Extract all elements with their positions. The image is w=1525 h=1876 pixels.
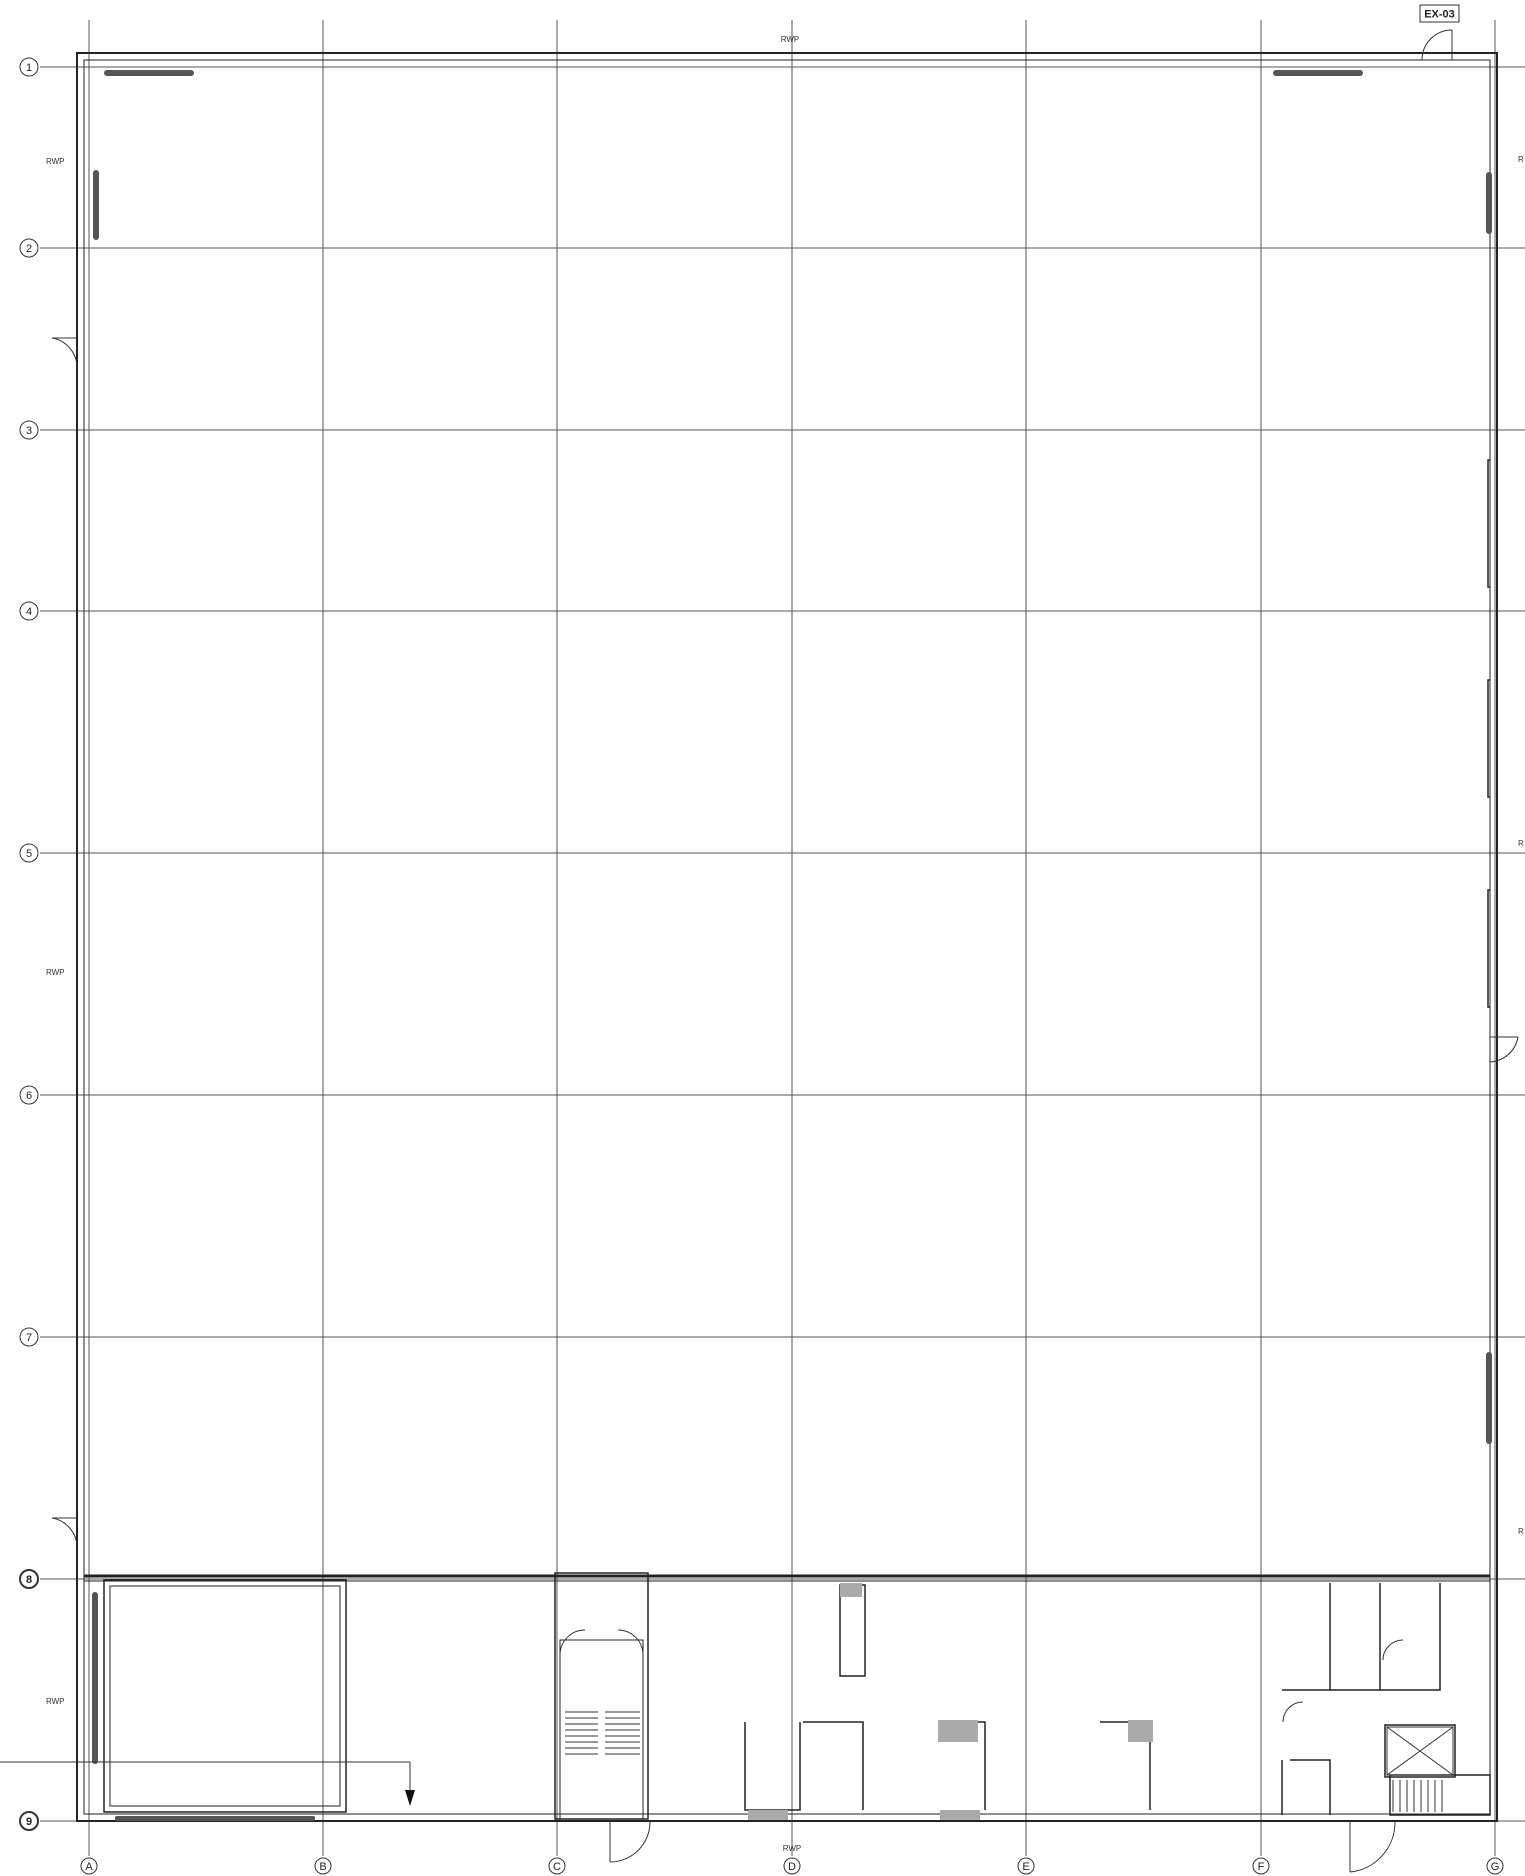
grid-label-row-8: 8	[26, 1574, 32, 1586]
grid-bubble-row-3	[19, 420, 39, 440]
grid-label-col-B: B	[319, 1861, 326, 1873]
grid-bubble-row-2	[19, 238, 39, 258]
rwp-label-right-2: R	[1518, 839, 1524, 848]
grid-markers: 1 2 3 4 5 6 7 8 9 A B C D E F G	[19, 57, 1504, 1875]
rwp-label-left-1: RWP	[46, 157, 65, 166]
grid-label-col-E: E	[1022, 1861, 1029, 1873]
rwp-label-top: RWP	[781, 35, 800, 44]
grid-lines	[40, 20, 1525, 1856]
grid-bubble-row-1	[19, 57, 39, 77]
grid-bubble-col-B	[314, 1857, 332, 1875]
rwp-label-left-3: RWP	[46, 1697, 65, 1706]
grid-bubble-row-9	[19, 1811, 39, 1831]
grid-label-col-A: A	[85, 1861, 93, 1873]
grid-label-row-7: 7	[26, 1332, 32, 1344]
grid-label-row-4: 4	[26, 606, 32, 618]
rwp-label-right-3: R	[1518, 1527, 1524, 1536]
grid-label-row-1: 1	[26, 62, 32, 74]
sheet-tag: EX-03	[1424, 9, 1455, 21]
grid-bubble-row-7	[19, 1327, 39, 1347]
grid-bubble-row-6	[19, 1085, 39, 1105]
grid-label-col-D: D	[788, 1861, 796, 1873]
grid-label-row-2: 2	[26, 243, 32, 255]
grid-label-col-C: C	[553, 1861, 561, 1873]
grid-bubble-col-C	[548, 1857, 566, 1875]
grid-bubble-col-E	[1017, 1857, 1035, 1875]
grid-bubble-col-A	[80, 1857, 98, 1875]
grid-label-col-F: F	[1258, 1861, 1265, 1873]
rwp-label-left-2: RWP	[46, 968, 65, 977]
walls	[76, 52, 1498, 1822]
grid-label-row-6: 6	[26, 1090, 32, 1102]
grid-label-row-3: 3	[26, 425, 32, 437]
grid-bubble-row-8	[19, 1569, 39, 1589]
grid-bubble-row-4	[19, 601, 39, 621]
grid-label-row-9: 9	[26, 1816, 32, 1828]
rwp-label-bottom: RWP	[783, 1844, 802, 1853]
grid-bubble-row-5	[19, 843, 39, 863]
rwp-label-right-1: R	[1518, 155, 1524, 164]
sheet-tag-box	[1419, 4, 1460, 23]
grid-label-col-G: G	[1491, 1861, 1500, 1873]
grid-bubble-col-G	[1486, 1857, 1504, 1875]
grid-label-row-5: 5	[26, 848, 32, 860]
details	[0, 29, 1519, 1873]
annotations: EX-03 RWP RWP RWP RWP RWP R R R	[46, 4, 1524, 1853]
grid-bubble-col-D	[783, 1857, 801, 1875]
grid-bubble-col-F	[1252, 1857, 1270, 1875]
